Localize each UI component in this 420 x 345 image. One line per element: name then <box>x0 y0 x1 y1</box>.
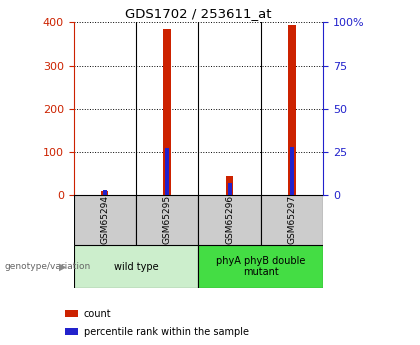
Bar <box>165 148 169 195</box>
Bar <box>226 176 234 195</box>
Text: count: count <box>84 309 112 318</box>
Bar <box>101 190 108 195</box>
FancyBboxPatch shape <box>199 195 261 245</box>
FancyBboxPatch shape <box>261 195 323 245</box>
Text: wild type: wild type <box>114 262 158 272</box>
FancyBboxPatch shape <box>74 245 199 288</box>
Text: GSM65294: GSM65294 <box>100 195 109 245</box>
Title: GDS1702 / 253611_at: GDS1702 / 253611_at <box>125 7 272 20</box>
Bar <box>290 147 294 195</box>
Bar <box>65 310 78 317</box>
FancyBboxPatch shape <box>74 195 136 245</box>
FancyBboxPatch shape <box>199 245 323 288</box>
Bar <box>228 183 232 195</box>
Text: genotype/variation: genotype/variation <box>4 262 90 271</box>
Bar <box>102 190 107 195</box>
Text: GSM65295: GSM65295 <box>163 195 172 245</box>
Bar <box>163 29 171 195</box>
Text: GSM65296: GSM65296 <box>225 195 234 245</box>
Text: GSM65297: GSM65297 <box>288 195 297 245</box>
FancyBboxPatch shape <box>136 195 199 245</box>
Text: ▶: ▶ <box>59 262 67 272</box>
Text: phyA phyB double
mutant: phyA phyB double mutant <box>216 256 306 277</box>
Bar <box>65 328 78 335</box>
Bar <box>289 24 296 195</box>
Text: percentile rank within the sample: percentile rank within the sample <box>84 327 249 336</box>
